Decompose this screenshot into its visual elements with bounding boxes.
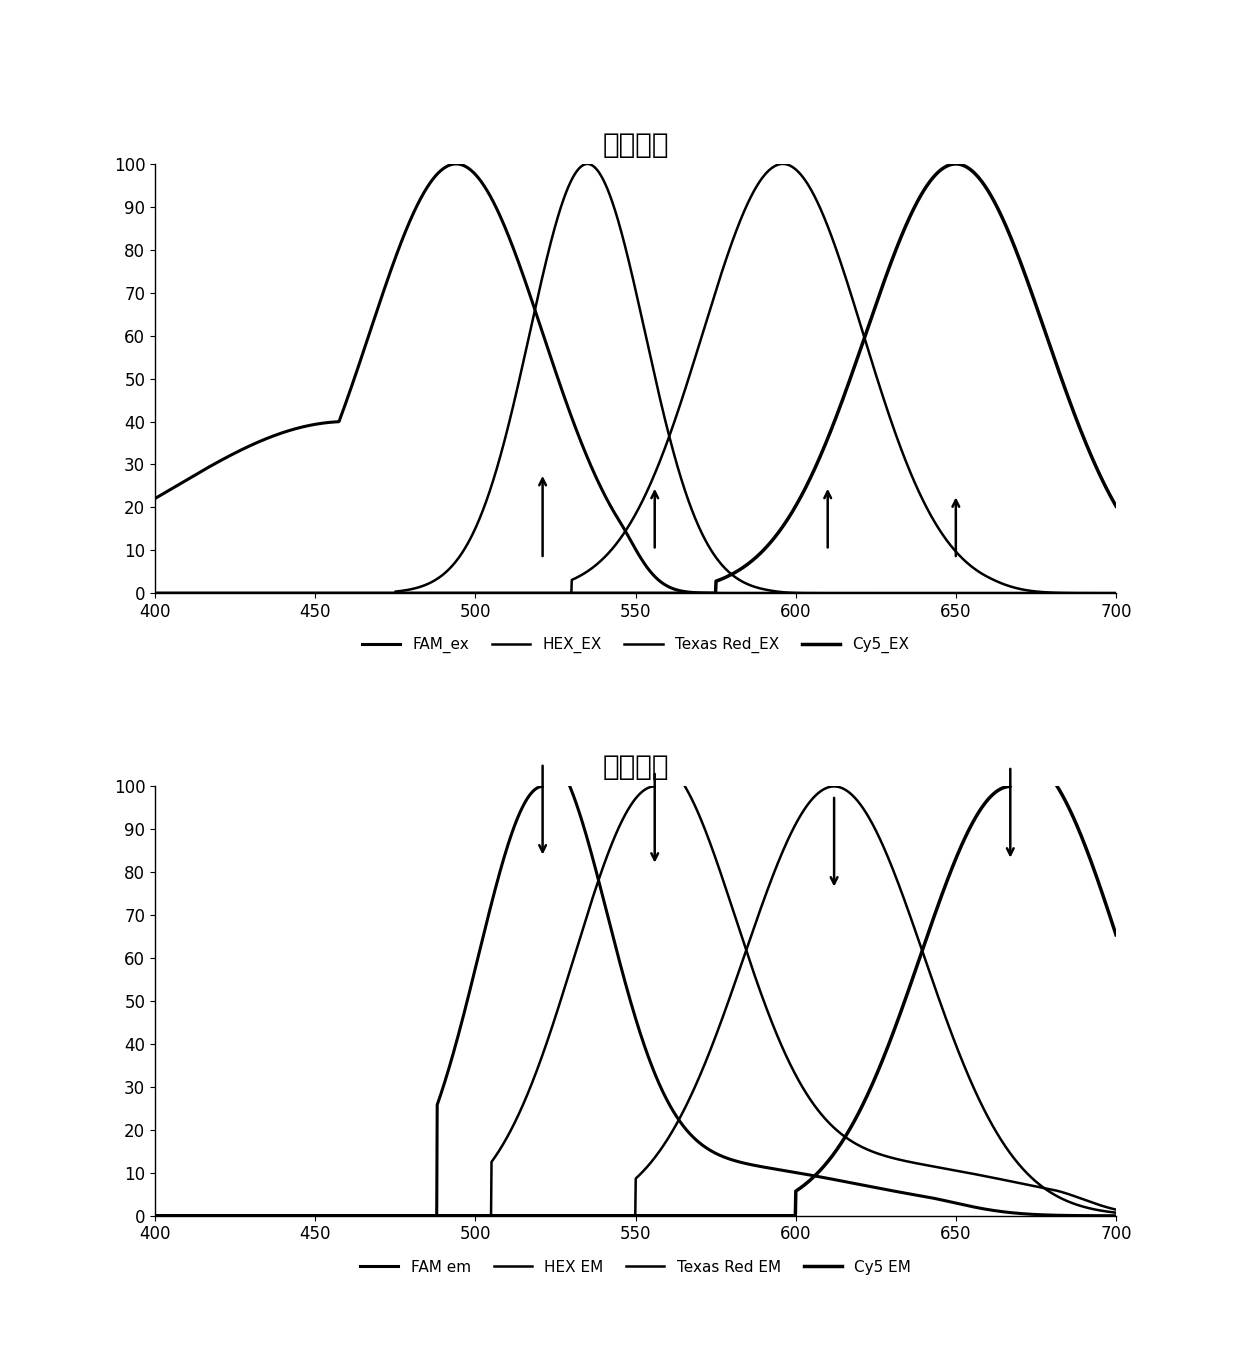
HEX EM	[148, 1208, 162, 1224]
FAM em	[537, 746, 552, 762]
HEX_EX	[197, 585, 212, 601]
Cy5 EM	[1081, 846, 1096, 862]
Cy5 EM	[615, 1208, 630, 1224]
Texas Red EM	[905, 914, 920, 930]
Texas Red EM	[1081, 1199, 1096, 1216]
Texas Red EM	[615, 1208, 630, 1224]
Cy5_EX	[1081, 440, 1096, 456]
FAM_ex	[1109, 585, 1123, 601]
Line: Texas Red_EX: Texas Red_EX	[155, 164, 1116, 593]
HEX_EX	[1109, 585, 1123, 601]
FAM_ex	[197, 462, 212, 478]
Cy5_EX	[904, 205, 919, 221]
FAM em	[1109, 1208, 1123, 1224]
Texas Red EM	[197, 1208, 212, 1224]
Title: 激发光谱: 激发光谱	[603, 131, 668, 158]
Legend: FAM_ex, HEX_EX, Texas Red_EX, Cy5_EX: FAM_ex, HEX_EX, Texas Red_EX, Cy5_EX	[356, 631, 915, 660]
Cy5_EX	[949, 156, 963, 172]
HEX_EX	[1081, 585, 1096, 601]
Cy5_EX	[615, 585, 630, 601]
HEX EM	[197, 1208, 212, 1224]
FAM em	[148, 1208, 162, 1224]
FAM_ex	[1081, 585, 1096, 601]
HEX_EX	[580, 156, 595, 172]
Texas Red_EX	[589, 556, 604, 572]
FAM_ex	[148, 490, 162, 507]
Line: FAM em: FAM em	[155, 754, 1116, 1216]
HEX EM	[1081, 1193, 1096, 1209]
Texas Red_EX	[1109, 585, 1123, 601]
HEX EM	[615, 811, 630, 828]
HEX EM	[905, 1154, 920, 1171]
Texas Red_EX	[1081, 585, 1096, 601]
Texas Red EM	[589, 1208, 604, 1224]
Cy5 EM	[904, 973, 919, 989]
Line: HEX_EX: HEX_EX	[155, 164, 1116, 593]
Texas Red_EX	[615, 527, 630, 544]
FAM em	[615, 966, 630, 982]
Texas Red_EX	[197, 585, 212, 601]
HEX EM	[650, 754, 665, 770]
Legend: FAM em, HEX EM, Texas Red EM, Cy5 EM: FAM em, HEX EM, Texas Red EM, Cy5 EM	[353, 1254, 918, 1281]
Line: Cy5_EX: Cy5_EX	[155, 164, 1116, 593]
HEX EM	[1081, 1193, 1096, 1209]
FAM em	[590, 867, 605, 884]
FAM em	[197, 1208, 212, 1224]
Cy5_EX	[1081, 441, 1096, 458]
Cy5 EM	[589, 1208, 604, 1224]
HEX_EX	[615, 229, 630, 246]
Cy5_EX	[197, 585, 212, 601]
Line: FAM_ex: FAM_ex	[155, 164, 1116, 593]
Texas Red_EX	[148, 585, 162, 601]
Cy5_EX	[1109, 497, 1123, 514]
Texas Red EM	[1081, 1199, 1096, 1216]
HEX_EX	[1081, 585, 1096, 601]
Cy5 EM	[197, 1208, 212, 1224]
Texas Red EM	[148, 1208, 162, 1224]
FAM_ex	[1081, 585, 1096, 601]
Texas Red_EX	[1081, 585, 1096, 601]
Cy5 EM	[1081, 847, 1096, 863]
HEX_EX	[905, 585, 920, 601]
FAM_ex	[590, 471, 605, 488]
HEX EM	[589, 877, 604, 893]
Cy5_EX	[589, 585, 604, 601]
Texas Red EM	[1109, 1205, 1123, 1221]
Texas Red_EX	[775, 156, 790, 172]
FAM em	[1081, 1208, 1096, 1224]
Cy5 EM	[1014, 749, 1029, 765]
Line: HEX EM: HEX EM	[155, 762, 1116, 1216]
FAM em	[905, 1186, 920, 1202]
Cy5 EM	[148, 1208, 162, 1224]
Texas Red EM	[827, 779, 842, 795]
HEX_EX	[148, 585, 162, 601]
HEX EM	[1109, 1202, 1123, 1218]
Line: Texas Red EM: Texas Red EM	[155, 787, 1116, 1216]
Texas Red_EX	[905, 469, 920, 485]
FAM_ex	[449, 156, 464, 172]
Cy5 EM	[1109, 926, 1123, 943]
FAM_ex	[905, 585, 920, 601]
HEX_EX	[590, 163, 605, 179]
FAM_ex	[615, 518, 630, 534]
Line: Cy5 EM: Cy5 EM	[155, 757, 1116, 1216]
Cy5_EX	[148, 585, 162, 601]
FAM em	[1081, 1208, 1096, 1224]
Title: 发射光谱: 发射光谱	[603, 753, 668, 781]
